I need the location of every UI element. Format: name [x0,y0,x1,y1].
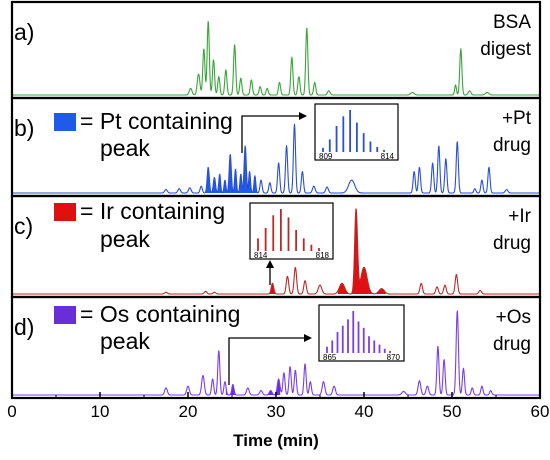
panel-c-inset-tick: 818 [316,251,330,260]
panel-c-trace [11,208,541,295]
panel-c-swatch-text-2: peak [100,226,150,252]
x-tick-label: 50 [443,402,462,421]
panel-a-side-label-2: digest [480,39,531,60]
panel-b-inset-tick: 814 [381,152,395,161]
panel-c-side-label-1: +Ir [508,206,531,227]
panel-d-side-label-1: +Os [496,307,531,328]
panel-b-swatch-text-2: peak [100,135,150,161]
x-tick-label: 10 [91,402,110,421]
panel-c-swatch-text: = Ir containing [80,198,225,224]
panel-d-inset-tick: 865 [323,353,337,362]
panel-d-swatch-text-2: peak [100,328,150,354]
panel-b-inset: 809 814 [314,103,399,161]
panel-b-arrow [241,112,307,153]
panel-b-side-label-1: +Pt [502,108,532,129]
panel-a-trace [11,21,541,96]
panel-d-letter: d) [14,314,34,340]
x-axis-label: Time (min) [233,431,319,450]
x-tick-label: 20 [179,402,198,421]
x-axis: 0 10 20 30 40 50 60 Time (min) [7,392,549,450]
panel-d-arrow [228,334,312,385]
panel-b-inset-tick: 809 [319,152,333,161]
panel-b-swatch-text: = Pt containing [80,108,233,134]
x-tick-label: 0 [7,402,16,421]
panel-d-side-label-2: drug [493,334,531,355]
panel-d-inset-tick: 870 [387,353,401,362]
panel-a-side-label-1: BSA [493,12,531,33]
panel-c-letter: c) [14,213,33,239]
panel-d-swatch [54,306,76,324]
panel-c-highlight-region-1 [337,208,386,294]
panel-c-swatch [54,203,76,221]
panel-d-highlight-region-0 [225,384,240,395]
panel-c-inset-tick: 814 [254,251,268,260]
panel-a: a) BSA digest [10,0,542,100]
x-tick-label: 60 [531,402,550,421]
panel-b-trace [11,123,541,194]
panel-d-swatch-text: = Os containing [80,301,240,327]
panel-a-letter: a) [14,19,34,45]
panel-d-inset: 865 870 [318,304,405,362]
panel-b-swatch [54,113,76,131]
x-tick-label: 40 [355,402,374,421]
panel-c-inset: 814 818 [249,202,334,260]
x-tick-label: 30 [267,402,286,421]
panel-b-letter: b) [14,115,34,141]
panel-b-side-label-2: drug [493,135,531,156]
panel-c-side-label-2: drug [493,233,531,254]
